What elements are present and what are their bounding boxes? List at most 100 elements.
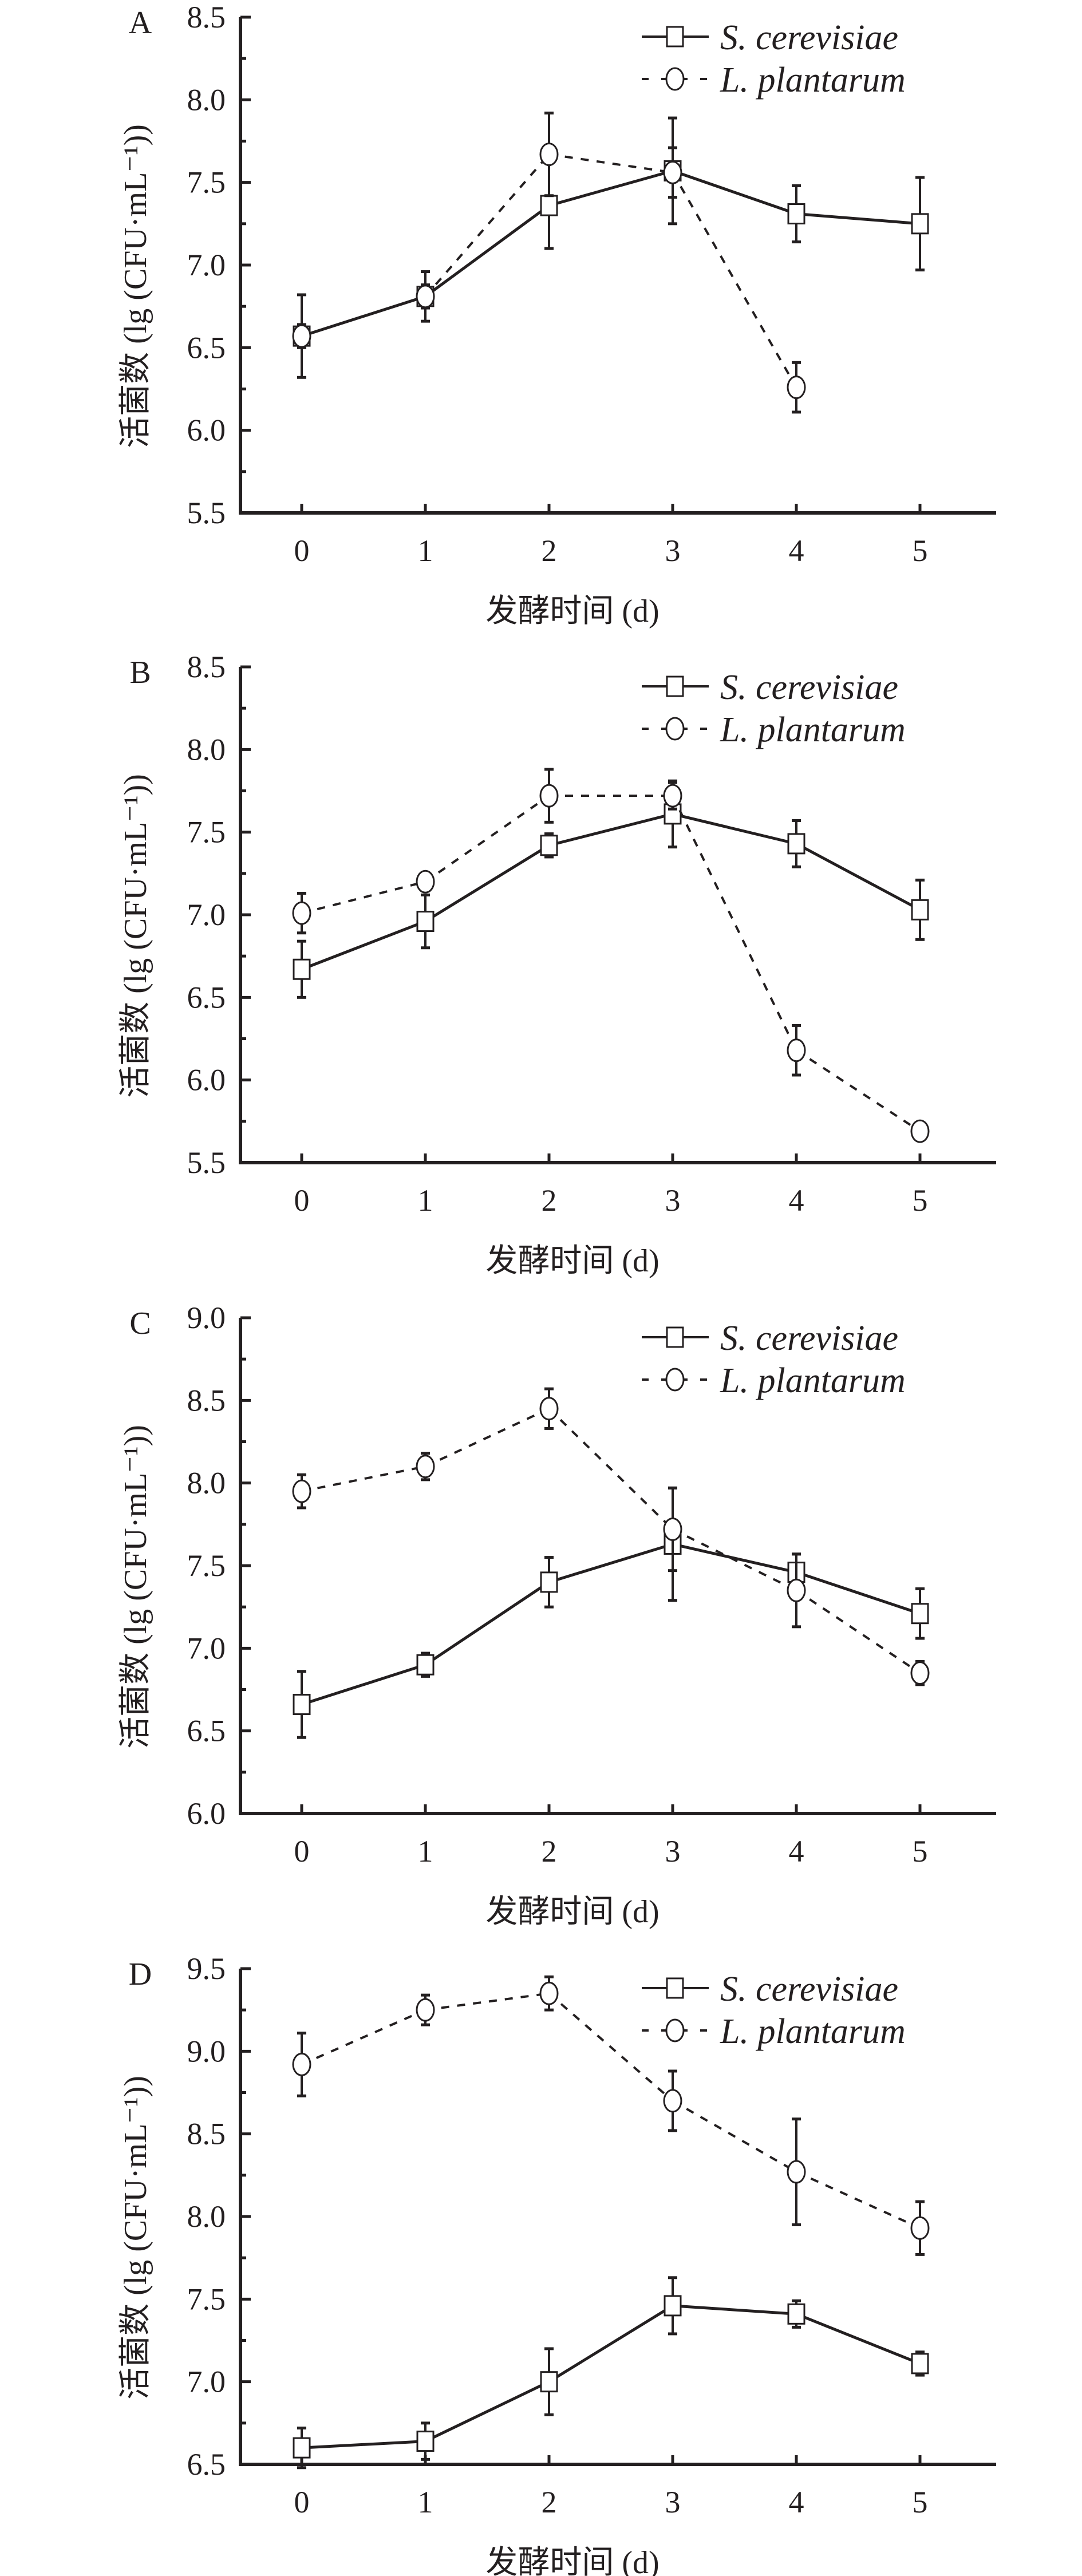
data-point-circle (663, 2089, 682, 2113)
y-tick-label: 7.0 (187, 2365, 226, 2399)
legend-label: L. plantarum (720, 1361, 906, 1400)
legend-label: S. cerevisiae (720, 668, 898, 707)
data-point-circle (663, 160, 682, 184)
data-point-square (540, 2371, 558, 2393)
series-line-segment (672, 172, 797, 388)
x-tick-label: 2 (542, 534, 557, 568)
y-axis-title: 活菌数 (lg (CFU·mL⁻¹)) (118, 1425, 153, 1749)
y-tick-label: 7.0 (187, 1631, 226, 1665)
data-point-circle (292, 901, 311, 925)
data-point-circle (416, 1455, 435, 1479)
series-line-segment (672, 2304, 797, 2316)
x-tick-label: 2 (542, 1183, 557, 1218)
series-line-segment (424, 844, 550, 923)
series-line-segment (424, 2380, 550, 2443)
series-l-plantarum (292, 768, 930, 1143)
data-point-square (293, 1693, 311, 1715)
panel-letter: C (129, 1306, 151, 1341)
data-point-circle (910, 2216, 930, 2240)
series-line-segment (424, 795, 550, 883)
data-point-circle (292, 1479, 311, 1503)
panel-c: C 6.0 6.5 7.0 7.5 8.0 8.5 9.0 0 1 2 3 4 5 发酵时间 (d) 活菌数 … (118, 1301, 996, 1930)
data-point-square (664, 2295, 682, 2317)
data-point-square (540, 835, 558, 856)
series-line-segment (796, 1571, 921, 1615)
y-tick-label: 6.5 (187, 2447, 226, 2482)
legend-label: L. plantarum (720, 61, 906, 100)
y-tick-label: 6.0 (187, 413, 226, 448)
data-point-square (911, 2353, 929, 2374)
series-line-segment (795, 1049, 921, 1132)
series-l-plantarum (292, 1975, 930, 2256)
series-line-segment (548, 169, 673, 207)
y-tick-label: 8.5 (187, 650, 226, 684)
x-tick-label: 0 (294, 1834, 310, 1868)
data-point-circle (539, 143, 559, 167)
series-line-segment (425, 1407, 550, 1468)
x-tick-label: 5 (913, 1183, 928, 1218)
x-tick-label: 1 (418, 534, 433, 568)
series-line-segment (301, 2009, 426, 2066)
legend-marker-square (666, 1326, 684, 1348)
y-tick-label: 8.0 (187, 1466, 226, 1500)
legend-marker-square (666, 1977, 684, 1999)
y-tick-label: 9.5 (187, 1951, 226, 1986)
data-point-square (787, 833, 805, 855)
panel-d: D 6.5 7.0 7.5 8.0 8.5 9.0 9.5 0 1 2 3 4 5 发酵时间 (d) 活菌数 … (118, 1951, 996, 2576)
data-point-square (293, 2437, 311, 2459)
x-tick-label: 0 (294, 2485, 310, 2519)
series-line-segment (424, 1581, 550, 1666)
data-point-circle (910, 1661, 930, 1685)
x-axis-title: 发酵时间 (d) (485, 1894, 659, 1930)
y-tick-label: 8.5 (187, 2117, 226, 2151)
series-line-segment (548, 1543, 673, 1584)
series-line-segment (548, 153, 673, 174)
series-line-segment (424, 204, 550, 298)
x-axis-title: 发酵时间 (d) (485, 1243, 659, 1279)
x-tick-label: 3 (665, 1834, 681, 1868)
y-tick-label: 8.5 (187, 1383, 226, 1417)
data-point-square (787, 203, 805, 225)
series-line-segment (672, 1528, 797, 1592)
y-tick-label: 6.5 (187, 330, 226, 365)
data-point-circle (416, 285, 435, 309)
series-line-segment (548, 1992, 674, 2102)
x-tick-label: 4 (789, 1834, 804, 1868)
legend-marker-circle (665, 717, 685, 741)
y-tick-label: 7.0 (187, 898, 226, 932)
series-line-segment (795, 1589, 921, 1674)
x-tick-label: 4 (789, 534, 804, 568)
data-point-square (416, 911, 435, 933)
y-axis-title: 活菌数 (lg (CFU·mL⁻¹)) (118, 124, 153, 448)
x-tick-label: 5 (913, 1834, 928, 1868)
series-line-segment (301, 1663, 426, 1706)
y-tick-label: 6.0 (187, 1796, 226, 1831)
data-point-square (416, 1654, 435, 1676)
legend-label: L. plantarum (720, 710, 906, 749)
y-tick-label: 5.5 (187, 1145, 226, 1180)
legend-label: L. plantarum (720, 2012, 906, 2051)
data-point-circle (910, 1119, 930, 1143)
y-tick-label: 6.5 (187, 980, 226, 1014)
y-tick-label: 7.5 (187, 1548, 226, 1583)
legend-marker-square (666, 675, 684, 697)
data-point-circle (539, 1397, 559, 1421)
x-tick-label: 0 (294, 534, 310, 568)
data-point-circle (416, 870, 435, 894)
x-tick-label: 3 (665, 534, 681, 568)
y-tick-label: 7.5 (187, 2282, 226, 2316)
data-point-circle (663, 784, 682, 808)
legend-marker-circle (665, 2018, 685, 2042)
series-line-segment (796, 2312, 921, 2365)
x-tick-label: 3 (665, 1183, 681, 1218)
y-tick-label: 8.0 (187, 2199, 226, 2234)
x-tick-label: 2 (542, 2485, 557, 2519)
x-tick-label: 1 (418, 1834, 433, 1868)
series-line-segment (301, 920, 426, 971)
data-point-circle (539, 784, 559, 808)
series-line-segment (672, 795, 797, 1051)
x-tick-label: 5 (913, 2485, 928, 2519)
series-line-segment (796, 2171, 921, 2230)
